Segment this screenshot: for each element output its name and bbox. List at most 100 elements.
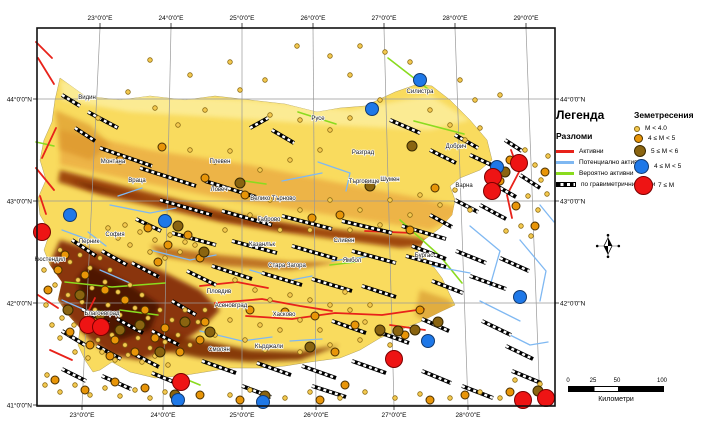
earthquake-c1 <box>392 395 398 401</box>
earthquake-c3 <box>74 289 86 301</box>
earthquake-c1 <box>222 227 228 233</box>
axis-label-top: 24°0'0"E <box>159 14 185 22</box>
earthquake-c1 <box>177 249 183 255</box>
legend-fault-item: по гравиметрични данни <box>556 179 666 190</box>
earthquake-c2 <box>340 380 350 390</box>
earthquake-c1 <box>327 302 333 308</box>
earthquake-c1 <box>95 337 101 343</box>
earthquake-c1 <box>102 279 108 285</box>
earthquake-c2 <box>195 335 205 345</box>
earthquake-c2 <box>235 395 245 405</box>
earthquake-c2 <box>330 347 340 357</box>
earthquake-c1 <box>67 259 73 265</box>
earthquake-c1 <box>387 197 393 203</box>
earthquake-c1 <box>307 389 313 395</box>
earthquake-c1 <box>145 315 151 321</box>
legend-fault-label: Потенциално активни <box>579 159 645 166</box>
earthquake-c1 <box>377 222 383 228</box>
earthquake-c1 <box>127 282 133 288</box>
earthquake-c1 <box>72 382 78 388</box>
earthquake-c1 <box>182 239 188 245</box>
earthquake-c2 <box>280 307 290 317</box>
magnitude-symbol-icon <box>634 134 643 143</box>
earthquake-c3 <box>364 180 376 192</box>
earthquake-c2 <box>200 317 210 327</box>
legend-earthquake-item: 4 ≤ M < 5 <box>634 159 718 174</box>
earthquake-c1 <box>427 107 433 113</box>
earthquake-c1 <box>362 319 368 325</box>
city-label: Стара Загора <box>268 263 306 269</box>
earthquake-c1 <box>117 393 123 399</box>
earthquake-c2 <box>80 270 90 280</box>
earthquake-c1 <box>43 302 49 308</box>
magnitude-symbol-icon <box>634 159 649 174</box>
earthquake-c1 <box>227 59 233 65</box>
earthquake-c1 <box>137 229 143 235</box>
earthquake-c2 <box>425 395 435 405</box>
legend-fault-item: Вероятно активни <box>556 168 666 179</box>
earthquake-c3 <box>234 177 246 189</box>
fault-line-swatch-icon <box>556 172 574 175</box>
city-label: Смолян <box>208 347 230 353</box>
earthquake-c1 <box>472 97 478 103</box>
fault-line-swatch-icon <box>556 181 576 188</box>
earthquake-c1 <box>417 192 423 198</box>
scale-bar: 0 25 50 100 Километри <box>566 378 667 403</box>
earthquake-c2 <box>415 305 425 315</box>
earthquake-c1 <box>297 349 303 355</box>
axis-label-top: 25°0'0"E <box>230 14 256 22</box>
earthquake-c1 <box>317 327 323 333</box>
earthquake-c1 <box>162 339 168 345</box>
axis-label-top: 27°0'0"E <box>372 14 398 22</box>
earthquake-c2 <box>183 230 193 240</box>
earthquake-c3 <box>374 324 386 336</box>
earthquake-c2 <box>80 385 90 395</box>
earthquake-c1 <box>377 97 383 103</box>
fault-line-swatch-icon <box>556 161 574 164</box>
earthquake-c1 <box>112 357 118 363</box>
earthquake-c1 <box>42 382 48 388</box>
earthquake-c1 <box>115 235 121 241</box>
earthquake-c4 <box>63 208 77 222</box>
earthquake-c1 <box>152 237 158 243</box>
earthquake-c2 <box>53 265 63 275</box>
earthquake-c1 <box>87 265 93 271</box>
earthquake-c1 <box>71 322 77 328</box>
earthquake-c1 <box>267 112 273 118</box>
city-label: Велико Търново <box>250 196 296 202</box>
city-label: Габрово <box>258 217 281 223</box>
legend-fault-label: Вероятно активни <box>579 170 634 177</box>
earthquake-c3 <box>304 341 316 353</box>
earthquake-c2 <box>511 201 521 211</box>
earthquake-c1 <box>467 207 473 213</box>
earthquake-c1 <box>57 247 63 253</box>
earthquake-c1 <box>147 57 153 63</box>
city-label: Видин <box>78 95 96 101</box>
earthquake-c1 <box>347 307 353 313</box>
earthquake-c1 <box>125 352 131 358</box>
earthquake-c1 <box>294 43 300 49</box>
earthquake-c1 <box>87 392 93 398</box>
earthquake-c1 <box>175 122 181 128</box>
axis-label-bottom: 23°0'0"E <box>70 411 96 419</box>
earthquake-c3 <box>392 325 404 337</box>
earthquake-c3 <box>172 220 184 232</box>
earthquake-c2 <box>530 221 540 231</box>
earthquake-c1 <box>503 228 509 234</box>
earthquake-c1 <box>257 322 263 328</box>
earthquake-c2 <box>405 225 415 235</box>
earthquake-c1 <box>262 77 268 83</box>
earthquake-c1 <box>57 389 63 395</box>
map-frame <box>36 27 556 407</box>
earthquake-c1 <box>347 227 353 233</box>
city-label: Кюстендил <box>35 257 66 263</box>
axis-label-right: 43°0'0"N <box>560 198 586 206</box>
legend-magnitude-label: 4 ≤ M < 5 <box>654 163 682 170</box>
earthquake-c1 <box>407 212 413 218</box>
earthquake-c1 <box>162 255 168 261</box>
earthquake-c1 <box>512 377 518 383</box>
earthquake-c1 <box>307 297 313 303</box>
earthquake-c1 <box>247 212 253 218</box>
earthquake-c1 <box>367 302 373 308</box>
